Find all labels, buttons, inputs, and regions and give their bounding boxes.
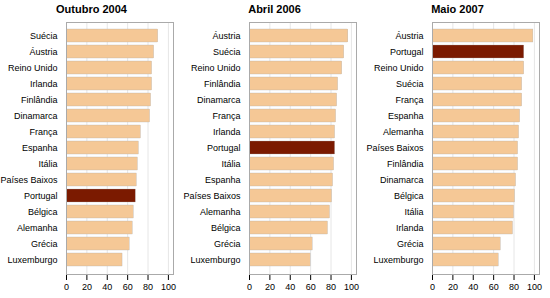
- svg-text:80: 80: [326, 282, 336, 292]
- svg-text:0: 0: [430, 282, 435, 292]
- html-text:Abril 2006: Abril 2006: [248, 3, 301, 15]
- svg-text:Bélgica: Bélgica: [28, 207, 58, 217]
- svg-text:Suécia: Suécia: [30, 31, 58, 41]
- svg-text:Irlanda: Irlanda: [213, 127, 241, 137]
- svg-text:Bélgica: Bélgica: [394, 191, 424, 201]
- svg-text:Reino Unido: Reino Unido: [374, 63, 424, 73]
- svg-text:Países Baixos: Países Baixos: [183, 191, 241, 201]
- svg-text:Espanha: Espanha: [22, 143, 58, 153]
- svg-text:França: França: [212, 111, 240, 121]
- svg-text:Reino Unido: Reino Unido: [191, 63, 241, 73]
- svg-text:Irlanda: Irlanda: [396, 223, 424, 233]
- svg-text:100: 100: [161, 282, 176, 292]
- svg-text:França: França: [395, 95, 423, 105]
- svg-text:Áustria: Áustria: [29, 47, 57, 57]
- svg-text:Bélgica: Bélgica: [211, 223, 241, 233]
- svg-text:Alemanha: Alemanha: [383, 127, 424, 137]
- svg-text:Grécia: Grécia: [397, 239, 424, 249]
- svg-text:60: 60: [306, 282, 316, 292]
- svg-text:20: 20: [265, 282, 275, 292]
- svg-text:40: 40: [285, 282, 295, 292]
- svg-text:60: 60: [123, 282, 133, 292]
- svg-text:Luxemburgo: Luxemburgo: [7, 255, 57, 265]
- svg-text:Grécia: Grécia: [214, 239, 241, 249]
- svg-text:80: 80: [509, 282, 519, 292]
- svg-text:100: 100: [527, 282, 542, 292]
- svg-text:Alemanha: Alemanha: [200, 207, 241, 217]
- svg-text:Áustria: Áustria: [395, 31, 423, 41]
- svg-text:Áustria: Áustria: [212, 31, 240, 41]
- svg-text:Luxemburgo: Luxemburgo: [190, 255, 240, 265]
- svg-text:20: 20: [82, 282, 92, 292]
- svg-text:Países Baixos: Países Baixos: [366, 143, 424, 153]
- svg-text:Dinamarca: Dinamarca: [197, 95, 241, 105]
- svg-text:Portugal: Portugal: [390, 47, 424, 57]
- svg-text:40: 40: [468, 282, 478, 292]
- svg-text:40: 40: [102, 282, 112, 292]
- svg-text:0: 0: [247, 282, 252, 292]
- svg-text:Espanha: Espanha: [388, 111, 424, 121]
- svg-text:Luxemburgo: Luxemburgo: [373, 255, 423, 265]
- svg-text:Dinamarca: Dinamarca: [380, 175, 424, 185]
- svg-text:20: 20: [448, 282, 458, 292]
- svg-text:Itália: Itália: [221, 159, 240, 169]
- svg-text:60: 60: [489, 282, 499, 292]
- svg-text:Itália: Itália: [404, 207, 423, 217]
- svg-text:Alemanha: Alemanha: [17, 223, 58, 233]
- svg-text:Suécia: Suécia: [213, 47, 241, 57]
- svg-text:Portugal: Portugal: [24, 191, 58, 201]
- svg-text:Finlândia: Finlândia: [387, 159, 424, 169]
- svg-text:Espanha: Espanha: [205, 175, 241, 185]
- svg-text:Irlanda: Irlanda: [30, 79, 58, 89]
- svg-text:Suécia: Suécia: [396, 79, 424, 89]
- svg-text:França: França: [29, 127, 57, 137]
- svg-text:0: 0: [64, 282, 69, 292]
- svg-text:Países Baixos: Países Baixos: [0, 175, 58, 185]
- svg-text:Finlândia: Finlândia: [21, 95, 58, 105]
- svg-text:Finlândia: Finlândia: [204, 79, 241, 89]
- svg-text:Dinamarca: Dinamarca: [14, 111, 58, 121]
- svg-text:100: 100: [344, 282, 359, 292]
- html-text:Outubro 2004: Outubro 2004: [56, 3, 127, 15]
- svg-text:Portugal: Portugal: [207, 143, 241, 153]
- svg-text:Grécia: Grécia: [31, 239, 58, 249]
- svg-text:Itália: Itália: [38, 159, 57, 169]
- svg-text:Reino Unido: Reino Unido: [8, 63, 58, 73]
- svg-text:80: 80: [143, 282, 153, 292]
- html-text:Maio 2007: Maio 2007: [431, 3, 484, 15]
